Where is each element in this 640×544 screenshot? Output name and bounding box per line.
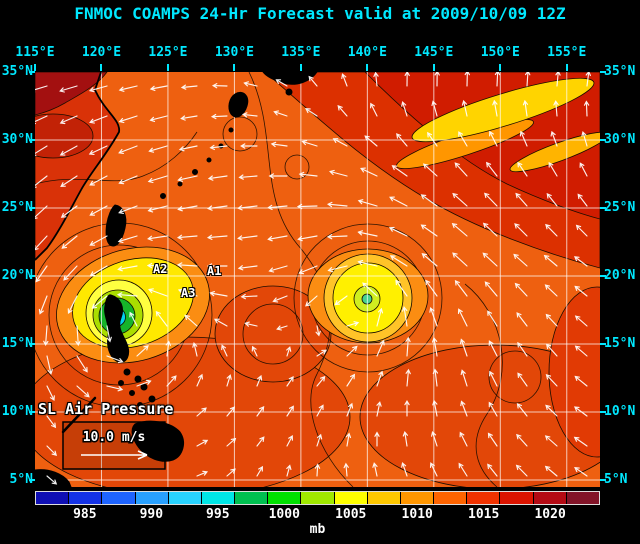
lat-tick-label: 15°N xyxy=(1,336,33,351)
lon-tick-label: 125°E xyxy=(148,45,188,60)
lon-tick-mark xyxy=(100,64,103,71)
wind-scale-label: 10.0 m/s xyxy=(83,430,146,445)
lat-tick-mark xyxy=(29,411,35,413)
lat-tick-label: 30°N xyxy=(604,132,636,147)
colorbar-segment xyxy=(367,492,401,504)
lon-tick-mark xyxy=(499,64,502,71)
colorbar-segment xyxy=(301,492,335,504)
lon-tick-label: 130°E xyxy=(214,45,254,60)
lat-tick-label: 10°N xyxy=(604,404,636,419)
colorbar-segment xyxy=(434,492,468,504)
colorbar-tick-label: 1010 xyxy=(401,507,433,522)
colorbar-segment xyxy=(533,492,567,504)
colorbar-tick-label: 1020 xyxy=(534,507,566,522)
colorbar-segment xyxy=(334,492,368,504)
colorbar-tick-label: 985 xyxy=(73,507,97,522)
lon-tick-mark xyxy=(34,64,36,71)
lon-tick-label: 140°E xyxy=(347,45,387,60)
wind-scale-arrow xyxy=(81,450,148,460)
lon-tick-label: 150°E xyxy=(480,45,520,60)
wind-vectors-layer xyxy=(35,72,591,485)
lat-tick-label: 10°N xyxy=(1,404,33,419)
lon-tick-mark xyxy=(366,64,369,71)
lat-tick-label: 25°N xyxy=(1,200,33,215)
lat-tick-mark xyxy=(600,139,606,141)
lon-tick-mark xyxy=(565,64,568,71)
lat-tick-mark xyxy=(600,207,606,209)
colorbar-tick-label: 1015 xyxy=(468,507,500,522)
lat-tick-mark xyxy=(29,275,35,277)
colorbar xyxy=(35,491,600,505)
lat-tick-mark xyxy=(29,343,35,345)
colorbar-segment xyxy=(36,492,70,504)
kyushu-island xyxy=(228,91,249,118)
page-title: FNMOC COAMPS 24-Hr Forecast valid at 200… xyxy=(74,4,566,23)
lon-tick-label: 120°E xyxy=(81,45,122,60)
wind-scale-legend: 10.0 m/s xyxy=(62,421,166,470)
colorbar-segment xyxy=(500,492,534,504)
lon-tick-mark xyxy=(432,64,435,71)
lat-tick-label: 25°N xyxy=(604,200,636,215)
japan-coast xyxy=(262,72,318,85)
lat-tick-label: 5°N xyxy=(604,472,628,487)
lat-tick-label: 20°N xyxy=(1,268,33,283)
lat-tick-mark xyxy=(600,71,606,73)
lon-tick-mark xyxy=(233,64,236,71)
colorbar-tick-label: 995 xyxy=(206,507,230,522)
colorbar-segment xyxy=(168,492,202,504)
lat-tick-mark xyxy=(29,71,35,73)
field-label: SL Air Pressure xyxy=(38,400,174,418)
lat-tick-mark xyxy=(29,479,35,481)
coastlines xyxy=(35,72,318,487)
colorbar-tick-label: 990 xyxy=(139,507,164,522)
lat-tick-label: 20°N xyxy=(604,268,636,283)
lon-tick-label: 135°E xyxy=(281,45,321,60)
lon-tick-label: 115°E xyxy=(15,45,55,60)
lat-tick-label: 15°N xyxy=(604,336,636,351)
annotation-a2: A2 xyxy=(153,262,168,276)
colorbar-tick-label: 1000 xyxy=(268,507,300,522)
pressure-map: 10.0 m/s xyxy=(35,72,600,487)
grid-lines xyxy=(35,72,600,487)
lat-tick-mark xyxy=(29,207,35,209)
lat-tick-label: 5°N xyxy=(9,472,33,487)
mindanao-island xyxy=(131,420,184,462)
lat-tick-mark xyxy=(600,275,606,277)
colorbar-segment xyxy=(235,492,269,504)
colorbar-tick-label: 1005 xyxy=(335,507,367,522)
colorbar-segment xyxy=(268,492,302,504)
colorbar-segment xyxy=(102,492,136,504)
map-area: 10.0 m/s xyxy=(35,72,600,487)
colorbar-segment xyxy=(69,492,103,504)
lon-tick-label: 145°E xyxy=(414,45,454,60)
colorbar-segment xyxy=(201,492,236,504)
lat-tick-mark xyxy=(29,139,35,141)
lat-tick-mark xyxy=(600,343,606,345)
lat-tick-label: 35°N xyxy=(1,64,33,79)
taiwan-island xyxy=(105,204,127,247)
borneo-tip xyxy=(35,469,72,487)
colorbar-units-label: mb xyxy=(309,522,326,537)
lat-tick-mark xyxy=(600,411,606,413)
annotation-a3: A3 xyxy=(181,286,196,300)
colorbar-segment xyxy=(467,492,501,504)
lat-tick-label: 30°N xyxy=(1,132,33,147)
lat-tick-mark xyxy=(600,479,606,481)
wind-vectors xyxy=(35,72,591,485)
colorbar-segment xyxy=(400,492,435,504)
colorbar-segment xyxy=(135,492,169,504)
lon-tick-label: 155°E xyxy=(547,45,587,60)
colorbar-segment xyxy=(566,492,599,504)
lat-tick-label: 35°N xyxy=(604,64,636,79)
lon-tick-mark xyxy=(166,64,169,71)
lon-tick-mark xyxy=(299,64,302,71)
palawan-island xyxy=(61,396,97,434)
tropical-cyclone-east xyxy=(307,248,429,344)
annotation-a1: A1 xyxy=(207,264,222,278)
